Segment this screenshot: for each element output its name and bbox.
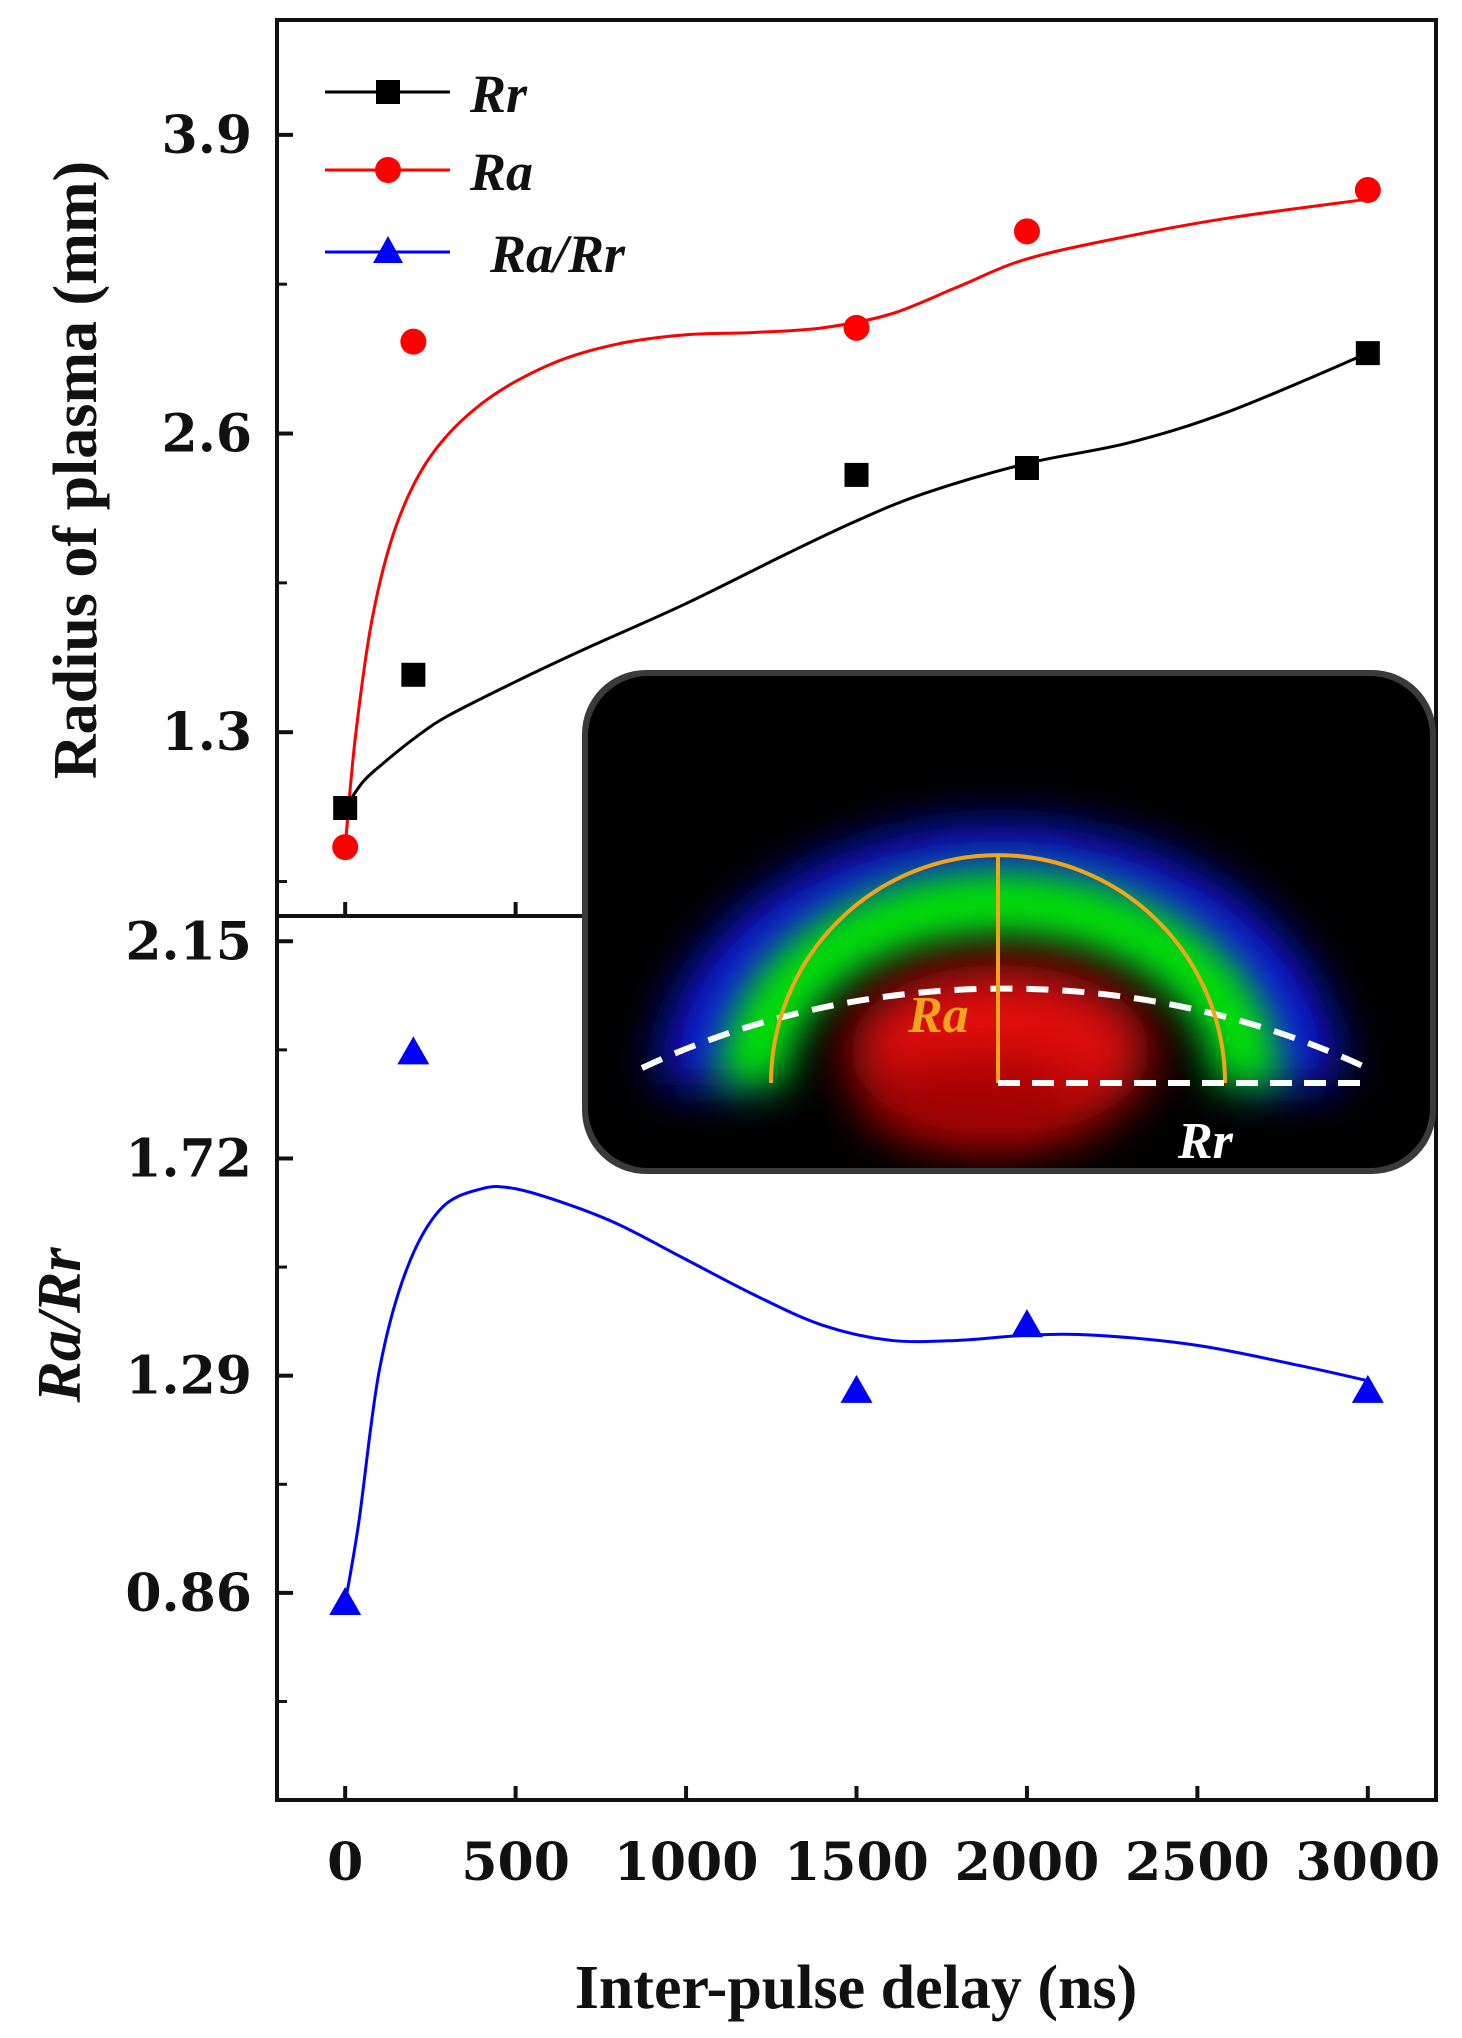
top-y-tick-label: 3.9 <box>162 105 252 166</box>
inset-ra-label: Ra <box>907 987 969 1044</box>
inset-green-glow <box>718 870 1282 1085</box>
marker-ra-rr <box>329 1586 362 1615</box>
top-y-axis-title: Radius of plasma (mm) <box>42 161 110 779</box>
marker-ra-rr <box>1351 1374 1384 1403</box>
legend-label-ratio: Ra/Rr <box>489 224 626 284</box>
inset-outer-dashed-boundary <box>640 985 1369 1071</box>
fit-line-ra <box>343 197 1369 848</box>
x-axis-title: Inter-pulse delay (ns) <box>575 1954 1138 2022</box>
legend-marker-ratio <box>373 236 403 263</box>
legend-label-ra: Ra <box>469 142 533 202</box>
bottom-y-tick-label: 2.15 <box>125 911 252 972</box>
fit-line-rr <box>343 351 1369 809</box>
data-markers <box>329 177 1384 1615</box>
fit-lines <box>343 197 1369 1604</box>
legend-marker-rr <box>376 80 400 104</box>
marker-ra-rr <box>397 1036 430 1065</box>
inset-blue-glow <box>660 825 1340 1085</box>
legend-marker-ra <box>375 157 401 183</box>
marker-ra <box>843 314 870 341</box>
marker-rr <box>401 662 426 687</box>
top-y-tick-label: 2.6 <box>162 404 252 465</box>
bottom-y-axis-title: Ra/Rr <box>26 1247 94 1404</box>
legend: Rr Ra Ra/Rr <box>325 64 626 284</box>
inset-ra-arc <box>769 853 1227 1084</box>
marker-ra <box>332 834 359 861</box>
bottom-y-tick-label: 1.72 <box>125 1128 252 1189</box>
tick-labels: 0 500 1000 1500 2000 2500 3000 1.3 2.6 3.9 0.86 1.2… <box>125 105 1440 1893</box>
inset-plasma-image: Ra Rr <box>582 670 1436 1174</box>
marker-ra <box>1013 218 1040 245</box>
marker-rr <box>1014 456 1039 480</box>
bottom-y-tick-label: 0.86 <box>125 1563 252 1624</box>
marker-ra-rr <box>1010 1309 1043 1338</box>
marker-ra <box>1354 177 1381 204</box>
x-tick-label: 2000 <box>955 1832 1100 1893</box>
bottom-y-tick-label: 1.29 <box>125 1346 252 1407</box>
x-tick-label: 3000 <box>1295 1832 1440 1893</box>
x-tick-label: 1500 <box>784 1832 929 1893</box>
marker-rr <box>333 796 358 821</box>
x-tick-label: 0 <box>327 1832 363 1893</box>
x-tick-label: 500 <box>461 1832 570 1893</box>
legend-label-rr: Rr <box>469 64 528 124</box>
marker-ra-rr <box>840 1374 873 1403</box>
inset-rr-label: Rr <box>1177 1113 1234 1170</box>
marker-rr <box>1355 341 1380 366</box>
top-y-tick-label: 1.3 <box>162 702 252 763</box>
x-tick-label: 2500 <box>1125 1832 1270 1893</box>
marker-rr <box>844 462 869 487</box>
x-tick-label: 1000 <box>614 1832 759 1893</box>
marker-ra <box>400 328 427 355</box>
inset-red-tail <box>870 1060 1090 1140</box>
fit-line-ra-rr <box>343 1185 1369 1604</box>
